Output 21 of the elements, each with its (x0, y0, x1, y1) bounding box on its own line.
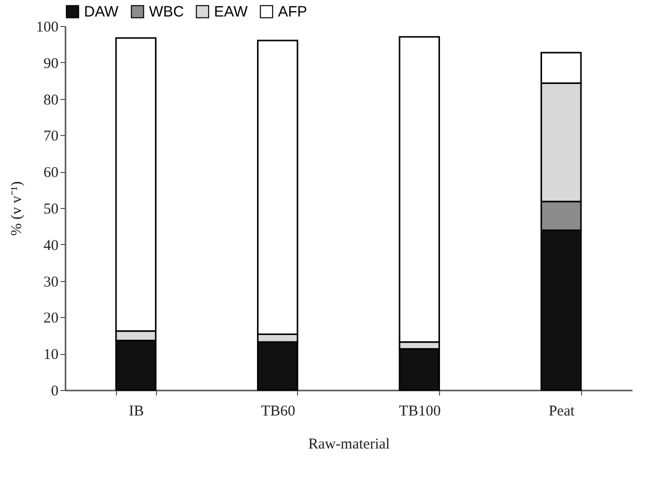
y-tick-label: 100 (36, 20, 58, 36)
x-tick-label: IB (128, 404, 144, 420)
y-tick-label: 20 (44, 310, 58, 327)
y-tick-label: 70 (44, 128, 58, 145)
x-tick-label: TB60 (261, 404, 296, 420)
y-tick-label: 0 (51, 384, 58, 400)
y-axis-title: % (v v⁻¹) (9, 181, 25, 236)
y-tick-label: 90 (44, 56, 58, 72)
legend-label: WBC (149, 4, 184, 21)
legend-label: DAW (84, 4, 120, 21)
y-tick-label: 80 (44, 92, 58, 108)
legend-label: AFP (278, 4, 308, 21)
x-tick-label: Peat (548, 404, 576, 420)
y-tick-label: 40 (44, 238, 58, 254)
y-tick-label: 30 (44, 274, 58, 290)
y-tick-label: 50 (44, 202, 58, 218)
y-tick-label: 60 (44, 165, 58, 182)
legend-label: EAW (214, 4, 248, 21)
y-tick-label: 10 (44, 347, 58, 364)
x-axis-title: Raw-material (308, 436, 390, 452)
x-tick-label: TB100 (399, 404, 441, 420)
